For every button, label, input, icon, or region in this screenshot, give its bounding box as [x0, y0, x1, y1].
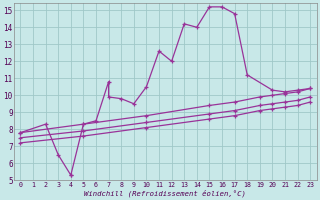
X-axis label: Windchill (Refroidissement éolien,°C): Windchill (Refroidissement éolien,°C): [84, 189, 246, 197]
